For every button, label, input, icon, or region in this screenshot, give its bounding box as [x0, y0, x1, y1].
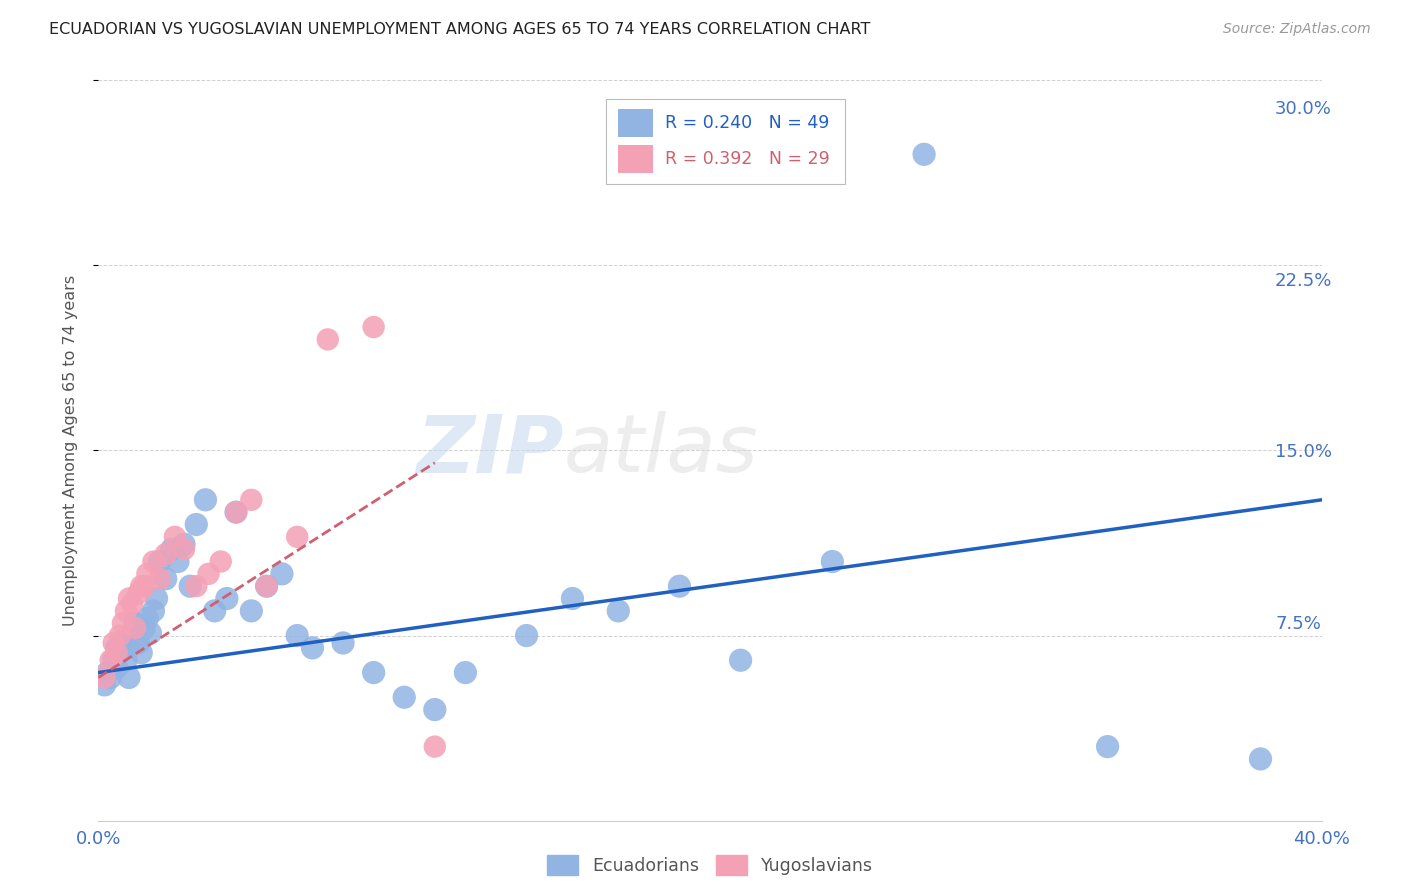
Point [214, 546, 236, 561]
Point [328, 558, 350, 572]
Point [301, 489, 323, 503]
Point [274, 546, 297, 561]
Point [231, 535, 253, 549]
Point [194, 615, 217, 630]
Point [240, 531, 263, 545]
Point [186, 604, 209, 618]
Point [184, 615, 207, 630]
Point [246, 569, 269, 583]
Point [263, 558, 285, 572]
Point [181, 626, 204, 640]
Legend: Ecuadorians, Yugoslavians: Ecuadorians, Yugoslavians [550, 816, 891, 850]
Point [464, 718, 486, 732]
Point [269, 592, 291, 607]
Point [737, 638, 759, 652]
Point [287, 500, 309, 515]
Point [287, 500, 309, 515]
Point [181, 631, 204, 645]
Text: Source: ZipAtlas.com: Source: ZipAtlas.com [1223, 22, 1371, 37]
Point [202, 569, 225, 583]
Point [232, 524, 254, 538]
Point [235, 546, 257, 561]
Bar [638, 167, 669, 193]
Point [217, 581, 239, 595]
Text: R = 0.392   N = 29: R = 0.392 N = 29 [681, 171, 845, 189]
Point [342, 615, 364, 630]
Point [252, 512, 274, 526]
Point [200, 622, 222, 636]
Point [202, 631, 225, 645]
Point [382, 622, 405, 636]
Point [682, 569, 704, 583]
Point [252, 569, 274, 583]
Point [219, 546, 242, 561]
Point [586, 581, 609, 595]
Point [546, 615, 568, 630]
Point [464, 683, 486, 698]
Point [179, 638, 201, 652]
Point [176, 654, 198, 668]
Point [342, 524, 364, 538]
Point [205, 608, 228, 623]
Point [191, 654, 214, 668]
Point [176, 638, 198, 652]
Point [191, 581, 214, 595]
Point [225, 540, 247, 554]
Point [818, 546, 841, 561]
Point [409, 329, 432, 343]
Point [181, 645, 204, 659]
Point [492, 649, 515, 664]
Point [188, 638, 211, 652]
Point [188, 592, 211, 607]
Point [368, 340, 391, 354]
Point [1199, 730, 1222, 744]
Point [409, 649, 432, 664]
Point [356, 626, 378, 640]
Text: atlas: atlas [591, 411, 785, 490]
Point [205, 569, 228, 583]
Point [173, 649, 195, 664]
Point [219, 562, 242, 576]
Point [179, 622, 201, 636]
Point [200, 576, 222, 591]
FancyBboxPatch shape [628, 124, 841, 203]
Point [437, 673, 460, 687]
Point [627, 592, 650, 607]
Point [260, 489, 283, 503]
Point [214, 592, 236, 607]
Point [170, 654, 193, 668]
Point [225, 562, 247, 576]
Y-axis label: Unemployment Among Ages 65 to 74 years: Unemployment Among Ages 65 to 74 years [63, 275, 77, 626]
Bar [638, 134, 669, 160]
Point [197, 608, 219, 623]
Text: ZIP: ZIP [443, 411, 591, 490]
Point [1063, 718, 1085, 732]
Point [278, 581, 301, 595]
Point [186, 622, 209, 636]
Point [315, 569, 337, 583]
Point [194, 585, 217, 599]
Point [211, 613, 233, 627]
Text: R = 0.240   N = 49: R = 0.240 N = 49 [681, 138, 845, 156]
Point [170, 661, 193, 675]
Point [197, 604, 219, 618]
Point [900, 169, 922, 183]
Point [315, 569, 337, 583]
Point [240, 535, 263, 549]
Point [301, 592, 323, 607]
Point [208, 558, 231, 572]
Text: ECUADORIAN VS YUGOSLAVIAN UNEMPLOYMENT AMONG AGES 65 TO 74 YEARS CORRELATION CHA: ECUADORIAN VS YUGOSLAVIAN UNEMPLOYMENT A… [49, 22, 870, 37]
Point [208, 599, 231, 614]
Point [184, 631, 207, 645]
